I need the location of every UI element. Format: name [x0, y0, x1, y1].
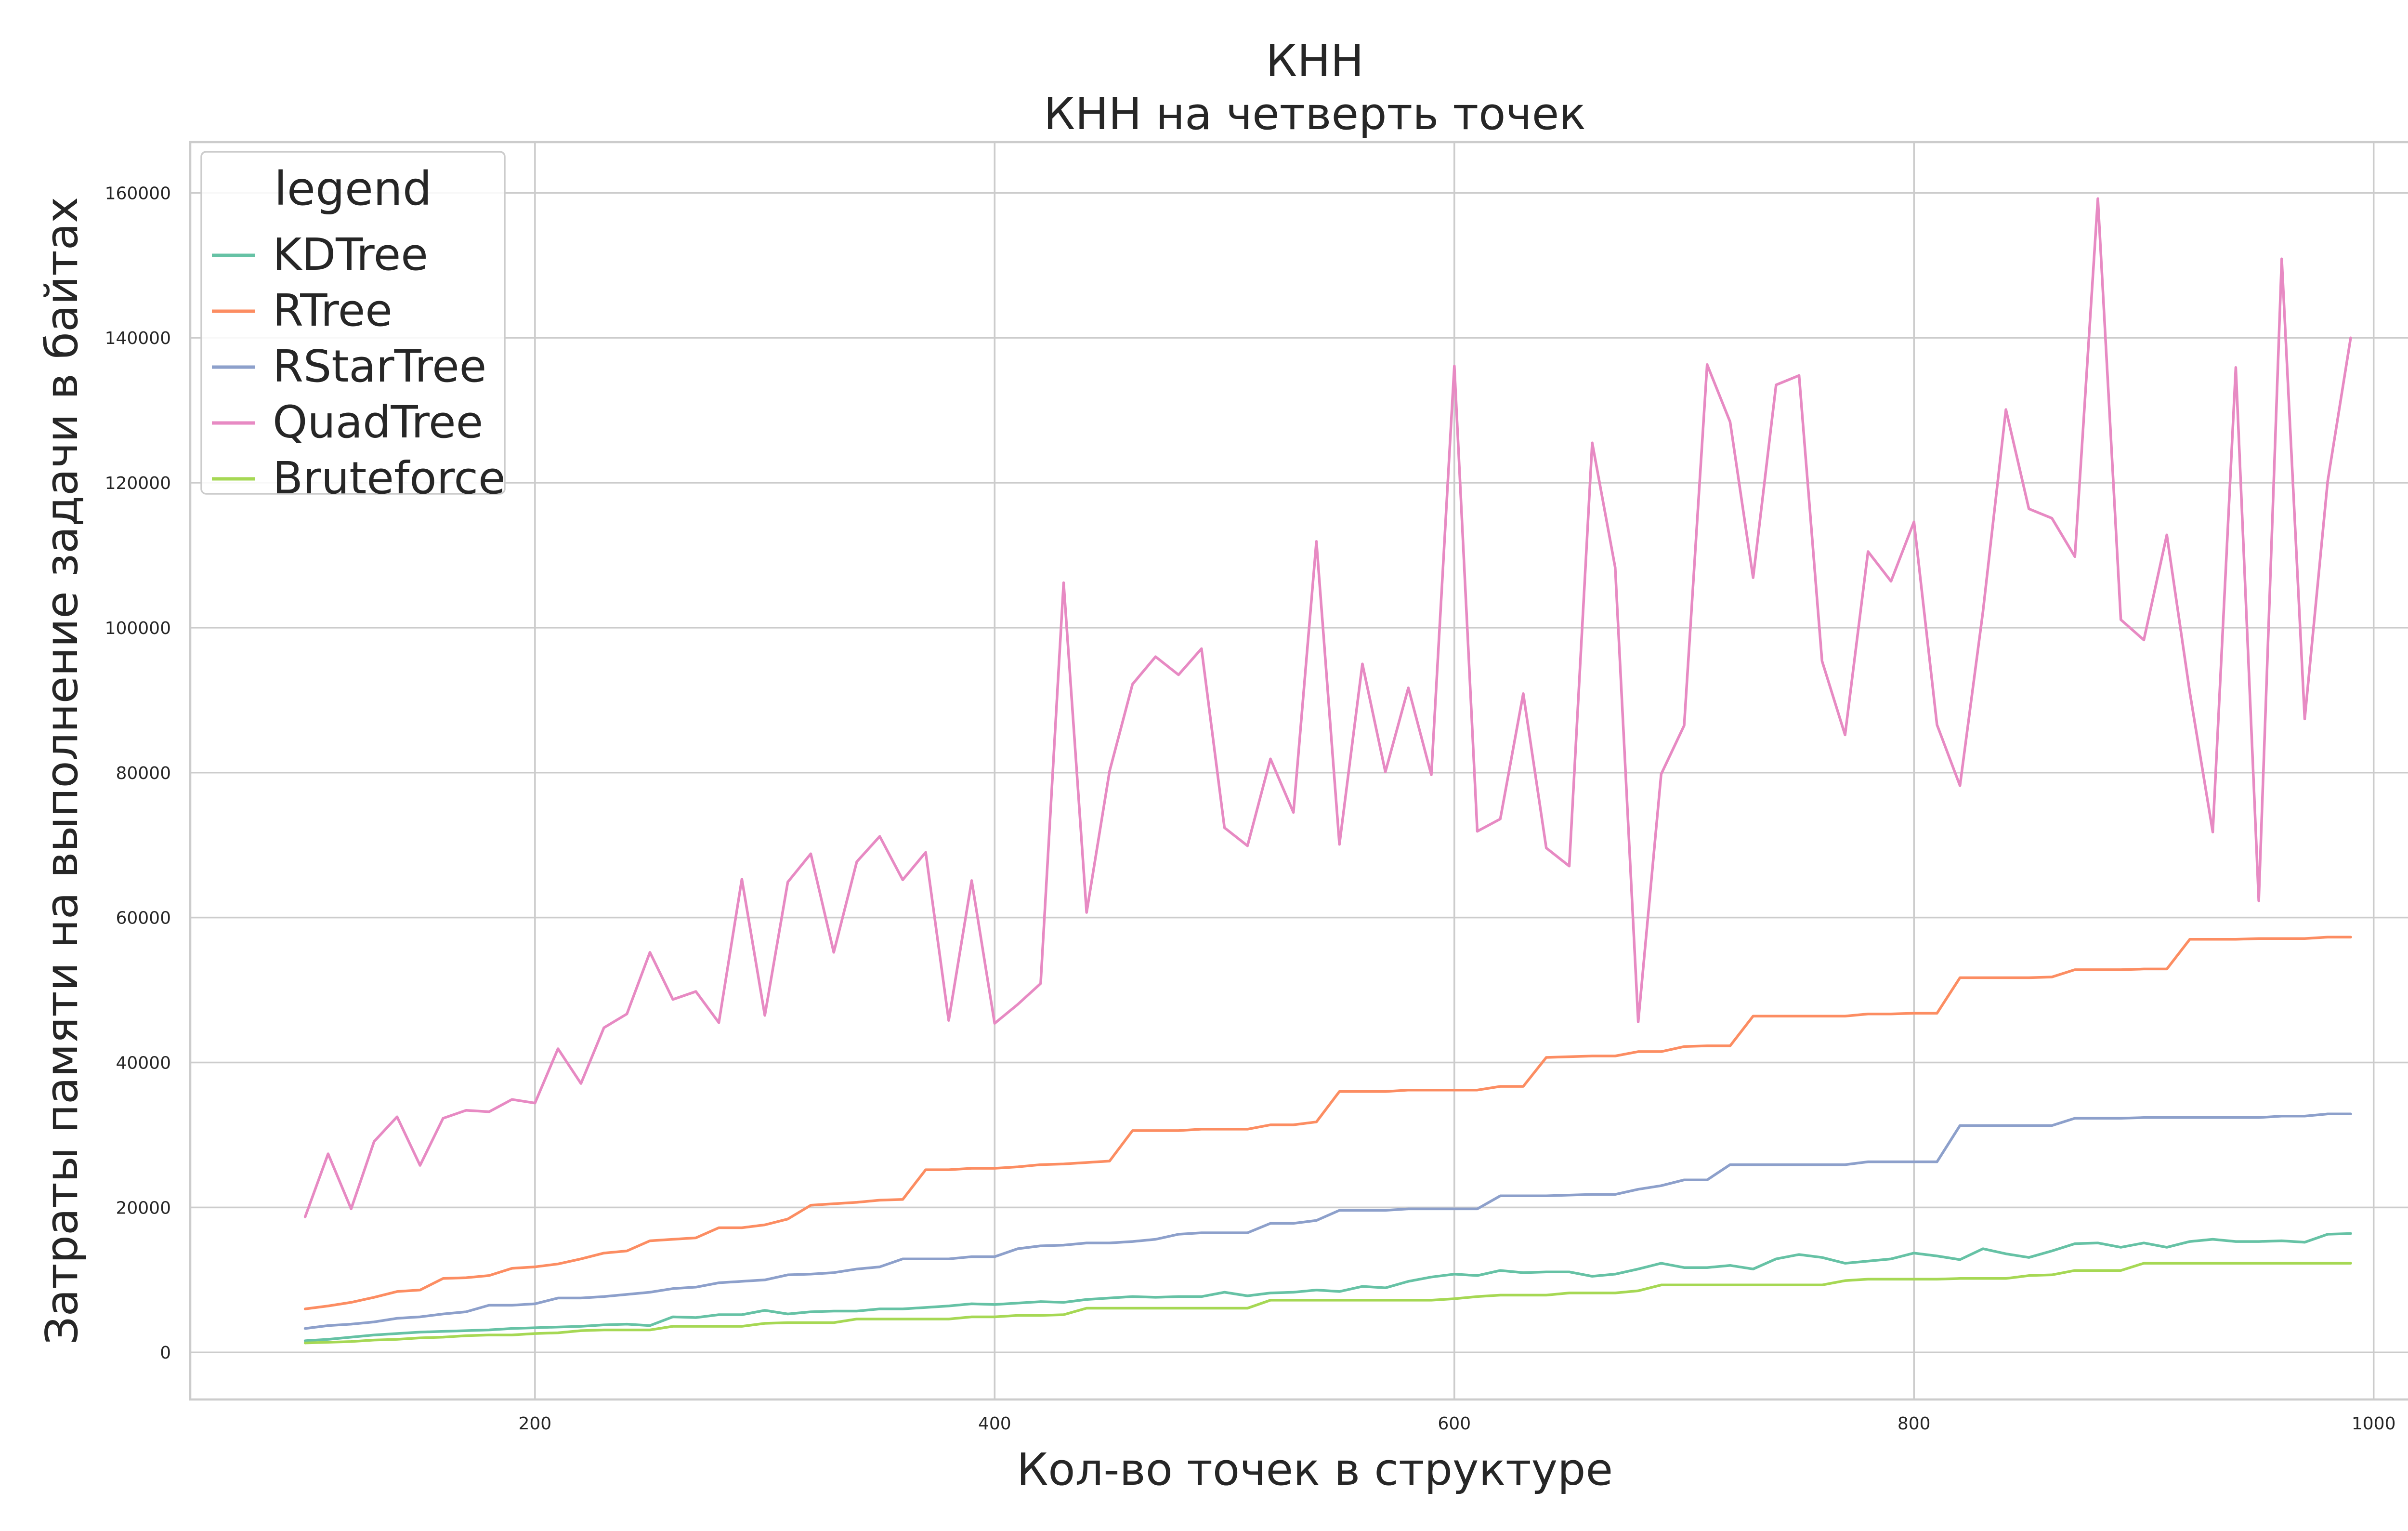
x-tick-label: 800 — [1898, 1414, 1931, 1434]
series-line-rtree — [303, 936, 2352, 1310]
y-tick-label: 60000 — [116, 909, 171, 928]
legend-box — [200, 151, 506, 495]
series-line-quadtree — [303, 197, 2352, 1218]
legend-title: legend — [274, 162, 432, 216]
chart-subtitle: КНН на четверть точек — [1044, 88, 1586, 140]
legend-label-rstartree: RStarTree — [273, 341, 486, 392]
chart-title: КНН — [1266, 35, 1364, 87]
series-lines — [303, 197, 2352, 1345]
y-tick-label: 0 — [160, 1343, 171, 1363]
series-line-kdtree — [303, 1232, 2352, 1342]
y-tick-label: 140000 — [105, 329, 171, 348]
y-tick-label: 80000 — [116, 764, 171, 783]
y-tick-label: 40000 — [116, 1053, 171, 1073]
grid — [190, 142, 2408, 1399]
y-tick-label: 160000 — [105, 184, 171, 203]
legend-label-quadtree: QuadTree — [273, 396, 483, 448]
x-tick-label: 1000 — [2352, 1414, 2396, 1434]
x-tick-label: 400 — [978, 1414, 1011, 1434]
plot-frame — [189, 141, 2408, 1401]
x-tick-label: 200 — [518, 1414, 551, 1434]
y-axis-title: Затраты памяти на выполнение задачи в ба… — [36, 197, 88, 1345]
series-line-rstartree — [303, 1112, 2352, 1330]
y-tick-label: 20000 — [116, 1198, 171, 1218]
y-tick-label: 100000 — [105, 619, 171, 638]
y-tick-label: 120000 — [105, 474, 171, 493]
legend-label-rtree: RTree — [273, 285, 393, 336]
y-axis-ticks: 0 20000 40000 60000 80000 100000 120000 140000 1… — [105, 184, 171, 1363]
series-line-bruteforce — [303, 1262, 2352, 1345]
legend-label-bruteforce: Bruteforce — [273, 452, 506, 504]
x-tick-label: 600 — [1438, 1414, 1471, 1434]
x-axis-ticks: 200 400 600 800 1000 — [518, 1414, 2395, 1434]
legend-label-kdtree: KDTree — [273, 229, 428, 280]
legend: legend KDTreeRTreeRStarTreeQuadTreeBrute… — [200, 151, 506, 504]
x-axis-title: Кол-во точек в структуре — [1017, 1444, 1613, 1495]
